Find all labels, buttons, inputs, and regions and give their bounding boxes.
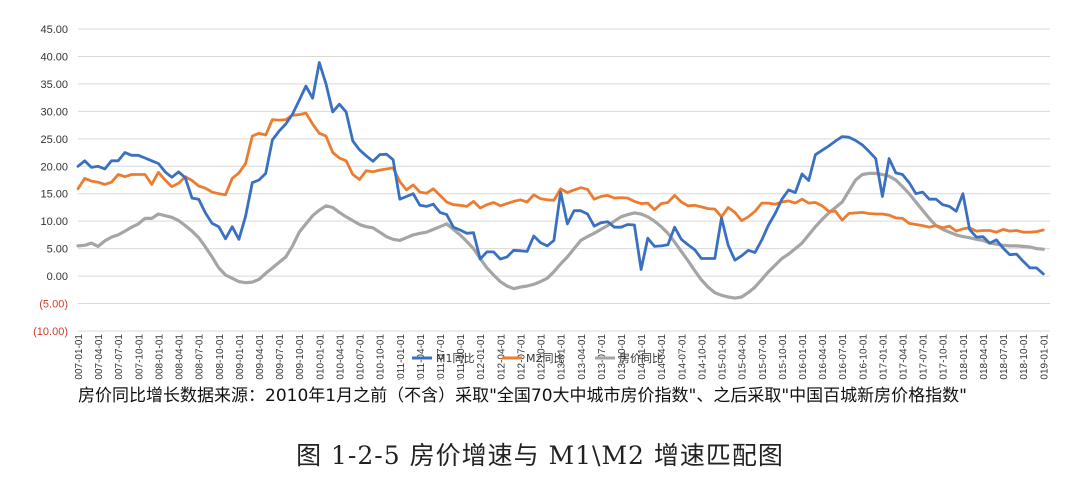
x-tick-label: 2016-01-01 [798,334,809,380]
x-tick-label: 2017-01-01 [878,334,889,380]
x-tick-label: 2007-04-01 [94,334,105,380]
gridlines [78,28,1050,332]
y-tick-label: 10.00 [40,216,68,228]
x-tick-label: 2015-01-01 [718,334,729,380]
line-chart: (10.00) (5.00) 0.00 5.00 10.00 15.00 20.00 25.0… [33,24,1050,380]
x-tick-label: 2014-01-01 [637,334,648,380]
y-tick-label: 40.00 [40,51,68,63]
x-tick-label: 2015-04-01 [738,334,749,380]
x-tick-label: 2008-10-01 [215,334,226,380]
legend-label-3: 房价同比 [619,352,663,365]
x-tick-label: 2018-04-01 [979,334,990,380]
x-tick-label: 2012-01-01 [476,334,487,380]
y-tick-label: 0.00 [47,271,68,283]
x-tick-label: 2014-07-01 [677,334,688,380]
x-tick-label: 2018-10-01 [1019,334,1030,380]
x-tick-label: 2011-10-01 [456,334,467,380]
x-tick-label: 2010-01-01 [315,334,326,380]
y-tick-label: 45.00 [40,24,68,36]
series-lines [76,61,1045,300]
x-tick-label: 2008-01-01 [154,334,165,380]
x-tick-label: 2016-10-01 [858,334,869,380]
x-tick-label: 2017-07-01 [919,334,930,380]
x-tick-label: 2009-01-01 [235,334,246,380]
x-tick-label: 2017-10-01 [939,334,950,380]
y-tick-label: (5.00) [39,299,68,311]
x-tick-label: 2013-10-01 [617,334,628,380]
x-tick-label: 2013-01-01 [557,334,568,380]
x-tick-label: 2019-01-01 [1039,334,1050,380]
figure-caption: 图 1-2-5 房价增速与 M1\M2 增速匹配图 [296,441,784,470]
y-tick-label: 30.00 [40,106,68,118]
x-tick-label: 2010-10-01 [376,334,387,380]
legend: M1同比 M2同比 房价同比 [412,352,663,365]
y-tick-label: 35.00 [40,79,68,91]
y-axis: (10.00) (5.00) 0.00 5.00 10.00 15.00 20.00 25.0… [33,24,68,338]
x-tick-label: 2016-07-01 [838,334,849,380]
x-tick-label: 2007-10-01 [134,334,145,380]
x-tick-label: 2014-04-01 [657,334,668,380]
x-tick-label: 2010-04-01 [335,334,346,380]
data-source-note: 房价同比增长数据来源：2010年1月之前（不含）采取"全国70大中城市房价指数"… [78,386,967,406]
x-tick-label: 2010-07-01 [356,334,367,380]
series-line-3 [76,171,1045,300]
x-tick-label: 2014-10-01 [697,334,708,380]
y-tick-label: 15.00 [40,189,68,201]
x-tick-label: 2015-07-01 [758,334,769,380]
x-tick-label: 2015-10-01 [778,334,789,380]
x-tick-label: 2017-04-01 [899,334,910,380]
legend-label-2: M2同比 [526,352,565,365]
x-tick-label: 2008-04-01 [175,334,186,380]
y-tick-label: 5.00 [47,244,68,256]
x-tick-label: 2012-04-01 [496,334,507,380]
x-tick-label: 2009-04-01 [255,334,266,380]
x-tick-label: 2012-10-01 [537,334,548,380]
x-tick-label: 2018-07-01 [999,334,1010,380]
y-tick-label: 20.00 [40,161,68,173]
x-tick-label: 2011-07-01 [436,334,447,380]
x-tick-label: 2008-07-01 [195,334,206,380]
legend-label-1: M1同比 [436,352,475,365]
x-axis: 2007-01-01 2007-04-01 2007-07-01 2007-10-01… [74,334,1050,380]
x-tick-label: 2007-07-01 [114,334,125,380]
x-tick-label: 2013-04-01 [577,334,588,380]
x-tick-label: 2018-01-01 [959,334,970,380]
x-tick-label: 2009-07-01 [275,334,286,380]
y-tick-label: (10.00) [33,326,68,338]
x-tick-label: 2009-10-01 [295,334,306,380]
x-tick-label: 2016-04-01 [818,334,829,380]
x-tick-label: 2007-01-01 [74,334,85,380]
y-tick-label: 25.00 [40,134,68,146]
series-line-1 [76,61,1045,276]
series-line-2 [76,111,1045,234]
x-tick-label: 2011-01-01 [396,334,407,380]
